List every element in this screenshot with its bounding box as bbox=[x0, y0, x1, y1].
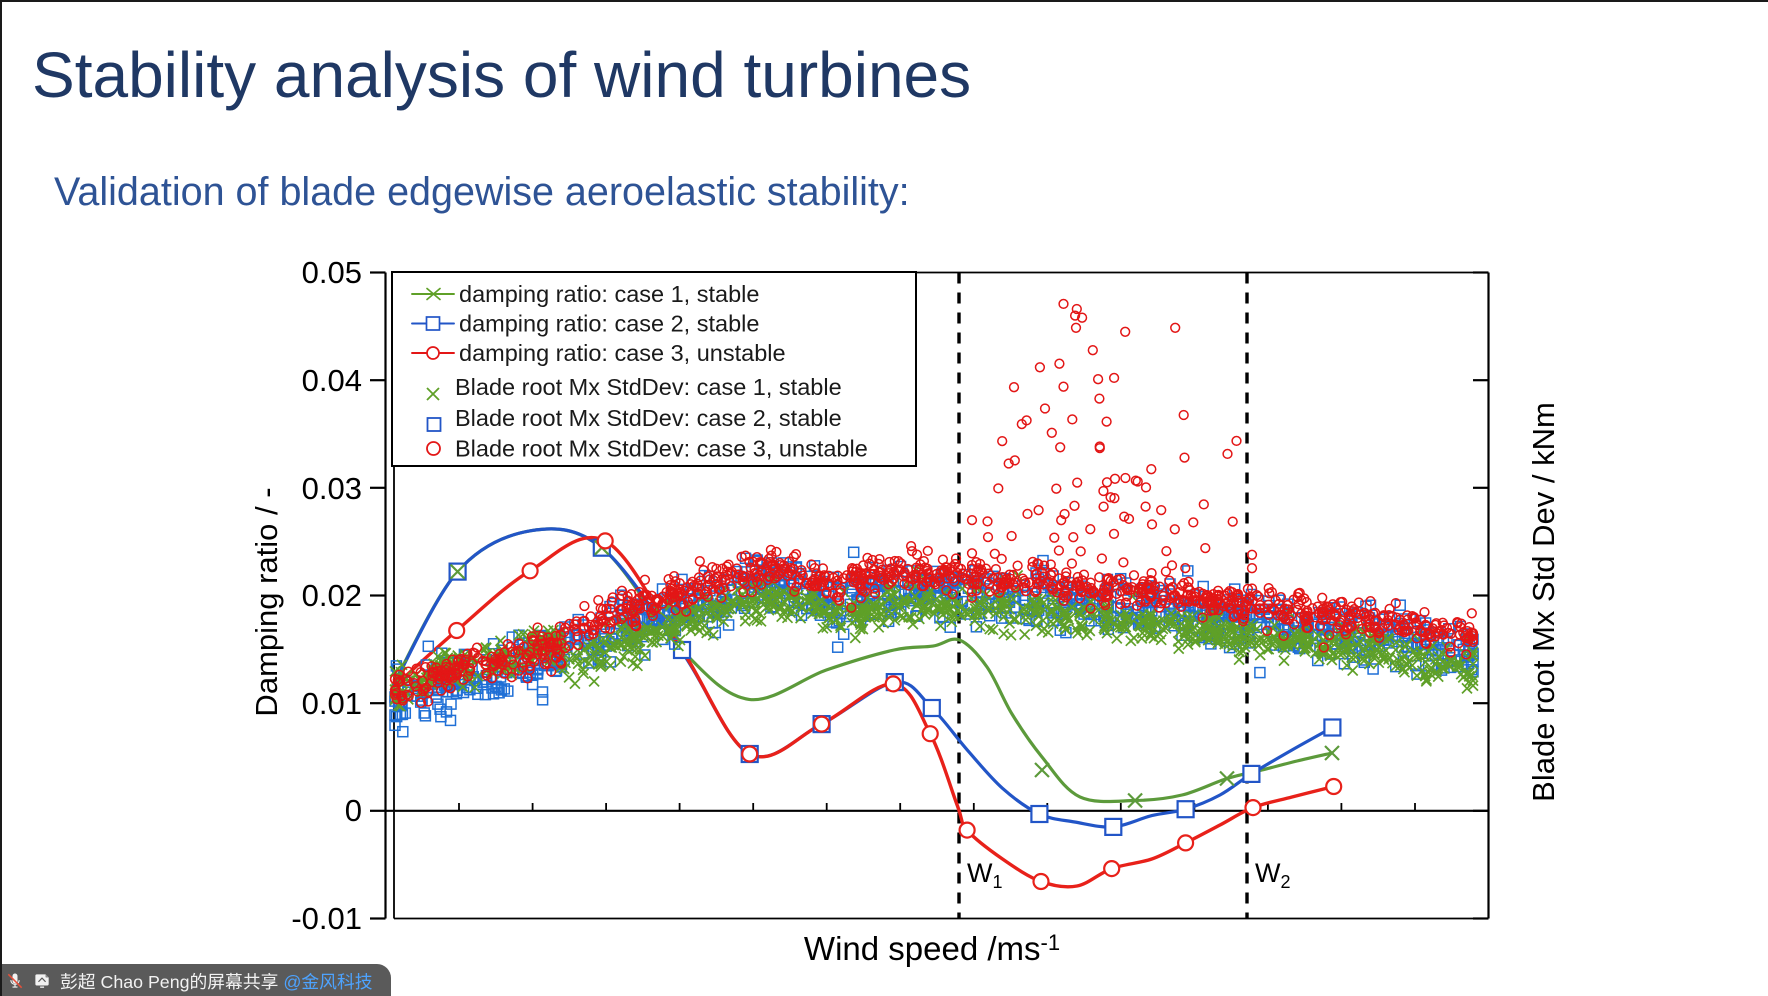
svg-text:Blade root Mx StdDev: case 2,: Blade root Mx StdDev: case 2, stable bbox=[455, 405, 842, 431]
svg-text:Blade root Mx Std Dev / kNm: Blade root Mx Std Dev / kNm bbox=[1526, 402, 1561, 802]
svg-text:0.04: 0.04 bbox=[302, 363, 362, 398]
svg-text:damping ratio: case 1, stable: damping ratio: case 1, stable bbox=[459, 281, 759, 307]
svg-text:W1: W1 bbox=[967, 858, 1003, 892]
svg-text:Damping ratio / -: Damping ratio / - bbox=[249, 487, 284, 716]
svg-text:damping ratio: case 3, unstabl: damping ratio: case 3, unstable bbox=[459, 340, 786, 366]
svg-text:Blade root Mx StdDev: case 1,: Blade root Mx StdDev: case 1, stable bbox=[455, 374, 842, 400]
svg-text:damping ratio: case 2, stable: damping ratio: case 2, stable bbox=[459, 311, 759, 337]
svg-text:0.03: 0.03 bbox=[302, 471, 362, 506]
svg-text:0.02: 0.02 bbox=[302, 578, 362, 613]
svg-text:Blade root Mx StdDev: case 3,: Blade root Mx StdDev: case 3, unstable bbox=[455, 436, 868, 462]
svg-text:0: 0 bbox=[345, 793, 362, 828]
svg-text:0.01: 0.01 bbox=[302, 686, 362, 721]
svg-text:W2: W2 bbox=[1255, 858, 1291, 892]
svg-text:-0.01: -0.01 bbox=[291, 901, 362, 936]
svg-text:0.05: 0.05 bbox=[302, 255, 362, 290]
svg-text:Wind speed /ms-1: Wind speed /ms-1 bbox=[804, 930, 1060, 967]
